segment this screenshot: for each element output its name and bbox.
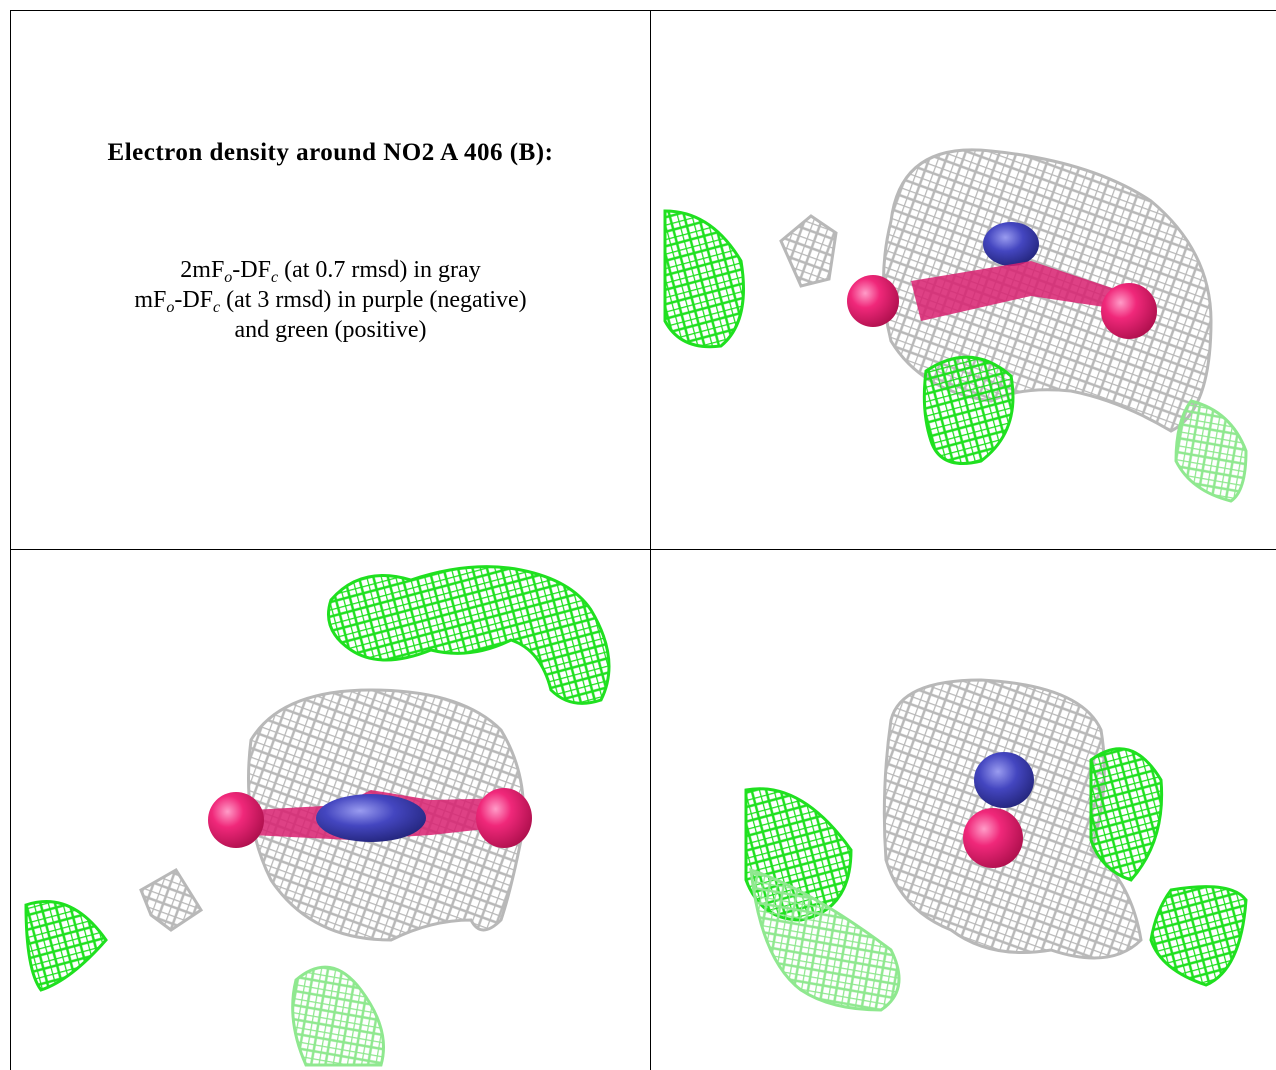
subscript: o bbox=[166, 299, 175, 316]
figure-frame bbox=[10, 10, 1276, 1070]
text: -DF bbox=[174, 287, 213, 313]
oxygen-atom bbox=[476, 788, 532, 848]
oxygen-atom bbox=[1101, 283, 1157, 339]
green-mesh bbox=[663, 209, 745, 349]
caption-title: Electron density around NO2 A 406 (B): bbox=[107, 139, 554, 166]
green-mesh bbox=[922, 355, 1015, 465]
legend-line: mFo-DFc (at 3 rmsd) in purple (negative) bbox=[11, 285, 650, 316]
green-mesh bbox=[1174, 399, 1248, 503]
text: mF bbox=[134, 287, 167, 313]
green-mesh bbox=[327, 565, 611, 705]
bond bbox=[911, 261, 1131, 321]
text: -DF bbox=[232, 257, 271, 283]
oxygen-atom bbox=[208, 792, 264, 848]
column-divider bbox=[650, 10, 651, 1070]
text: (at 0.7 rmsd) in gray bbox=[278, 257, 481, 283]
nitrogen-atom bbox=[316, 794, 426, 842]
legend-line: and green (positive) bbox=[11, 315, 650, 345]
oxygen-atom bbox=[963, 808, 1023, 868]
gray-mesh bbox=[779, 214, 838, 288]
nitrogen-atom bbox=[983, 222, 1039, 266]
caption-legend: 2mFo-DFc (at 0.7 rmsd) in gray mFo-DFc (… bbox=[11, 255, 650, 345]
oxygen-atom bbox=[847, 275, 899, 327]
green-mesh bbox=[291, 965, 385, 1067]
text: 2mF bbox=[180, 257, 225, 283]
density-view bbox=[744, 678, 1248, 1012]
subscript: c bbox=[270, 269, 279, 286]
green-mesh bbox=[749, 867, 901, 1012]
row-divider bbox=[10, 549, 1276, 550]
legend-line: 2mFo-DFc (at 0.7 rmsd) in gray bbox=[11, 255, 650, 286]
nitrogen-atom bbox=[974, 752, 1034, 808]
caption-cell: Electron density around NO2 A 406 (B): 2… bbox=[11, 11, 650, 549]
green-mesh bbox=[24, 900, 108, 992]
density-view bbox=[24, 565, 611, 1067]
text: and green (positive) bbox=[234, 317, 427, 343]
subscript: o bbox=[224, 269, 233, 286]
density-view bbox=[663, 148, 1248, 503]
text: (at 3 rmsd) in purple (negative) bbox=[220, 287, 527, 313]
green-mesh bbox=[1149, 885, 1248, 987]
green-mesh bbox=[1089, 747, 1164, 882]
subscript: c bbox=[213, 299, 221, 316]
gray-mesh bbox=[139, 867, 204, 932]
